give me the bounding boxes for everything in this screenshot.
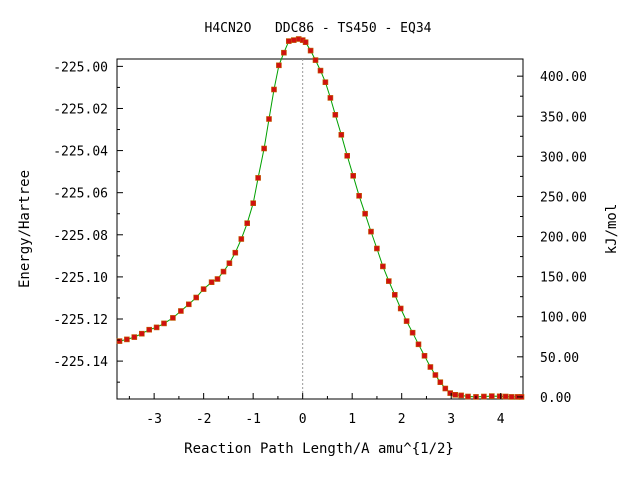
data-point <box>161 320 167 327</box>
data-point <box>285 38 292 44</box>
x-tick-label: -2 <box>196 412 212 427</box>
data-point <box>220 268 227 275</box>
data-point <box>124 336 130 343</box>
y-axis-right: 0.00 50.00 100.00 150.00 200.00 250.00 300.00 3… <box>517 70 587 406</box>
data-point <box>281 49 287 56</box>
data-point <box>403 318 410 324</box>
y2-tick-label: 300.00 <box>540 150 587 165</box>
data-point <box>385 278 392 284</box>
data-point <box>146 326 152 333</box>
y2-axis-label: kJ/mol <box>604 204 620 255</box>
energy-curve <box>119 38 522 398</box>
data-point <box>153 324 160 331</box>
data-point <box>186 301 192 308</box>
data-point <box>139 330 145 337</box>
x-tick-label: 3 <box>447 412 455 427</box>
y-tick-label: -225.02 <box>53 102 108 117</box>
data-point <box>488 393 495 399</box>
y-tick-label: -225.06 <box>53 187 108 202</box>
data-point <box>244 220 250 226</box>
y-tick-label: -225.08 <box>53 229 108 244</box>
data-point <box>131 334 138 340</box>
data-point <box>465 393 471 400</box>
x-tick-label: 2 <box>398 412 406 427</box>
data-point <box>356 193 362 199</box>
x-tick-label: 4 <box>497 412 505 427</box>
data-point <box>397 305 404 312</box>
data-point <box>317 67 324 74</box>
x-axis: -3 -2 -1 0 1 2 3 4 <box>128 393 505 427</box>
chart-title: H4CN2O DDC86 - TS450 - EQ34 <box>205 21 432 36</box>
y2-tick-label: 0.00 <box>540 391 571 406</box>
data-point <box>250 200 256 206</box>
data-point <box>432 372 439 378</box>
data-point <box>214 276 221 282</box>
y-tick-label: -225.04 <box>53 145 108 160</box>
data-point <box>437 379 444 386</box>
data-point <box>327 95 334 101</box>
data-point <box>458 392 464 399</box>
data-point <box>271 86 277 93</box>
data-point <box>255 175 261 181</box>
data-point <box>170 315 176 321</box>
data-point <box>261 145 267 152</box>
y-tick-label: -225.14 <box>53 355 108 370</box>
data-point <box>266 116 272 122</box>
plot-frame <box>116 58 524 400</box>
data-point <box>508 394 515 400</box>
data-point <box>368 228 374 235</box>
data-point <box>116 338 123 344</box>
data-point <box>380 263 386 270</box>
data-point <box>502 393 509 400</box>
y2-tick-label: 400.00 <box>540 70 587 85</box>
data-point <box>452 391 459 398</box>
data-point <box>421 352 428 359</box>
data-point <box>481 393 487 400</box>
data-point <box>307 47 314 54</box>
data-point <box>338 132 345 138</box>
data-point <box>415 341 422 348</box>
x-tick-label: 0 <box>299 412 307 427</box>
data-point <box>232 249 239 256</box>
y2-tick-label: 100.00 <box>540 311 587 326</box>
data-point <box>391 291 398 298</box>
x-tick-label: -3 <box>146 412 162 427</box>
data-point <box>362 210 368 217</box>
y2-tick-label: 350.00 <box>540 110 587 125</box>
data-point <box>178 308 184 314</box>
y-axis-label: Energy/Hartree <box>17 170 33 288</box>
data-point <box>193 294 199 301</box>
data-point <box>344 153 351 159</box>
data-point <box>276 62 282 69</box>
data-points <box>116 36 525 400</box>
data-point <box>427 364 434 370</box>
y2-tick-label: 150.00 <box>540 271 587 286</box>
data-point <box>496 393 503 400</box>
data-point <box>350 173 357 179</box>
data-point <box>409 329 416 336</box>
y-axis-left: -225.14 -225.12 -225.10 -225.08 -225.06 -225.… <box>53 60 123 383</box>
x-axis-label: Reaction Path Length/A amu^{1/2} <box>184 441 454 457</box>
data-point <box>322 79 329 85</box>
y-tick-label: -225.12 <box>53 313 108 328</box>
data-point <box>302 39 309 46</box>
y-tick-label: -225.00 <box>53 60 108 75</box>
data-point <box>332 112 339 118</box>
x-tick-label: 1 <box>348 412 356 427</box>
data-point <box>226 260 233 267</box>
data-point <box>208 279 215 286</box>
y2-tick-label: 50.00 <box>540 351 579 366</box>
y-tick-label: -225.10 <box>53 271 108 286</box>
y2-tick-label: 250.00 <box>540 190 587 205</box>
data-point <box>200 286 207 292</box>
data-point <box>442 385 449 392</box>
data-point <box>290 37 297 43</box>
data-point <box>238 236 245 242</box>
data-point <box>447 390 454 396</box>
y2-tick-label: 200.00 <box>540 231 587 246</box>
x-tick-label: -1 <box>245 412 261 427</box>
data-point <box>374 245 380 252</box>
data-point <box>312 57 319 63</box>
